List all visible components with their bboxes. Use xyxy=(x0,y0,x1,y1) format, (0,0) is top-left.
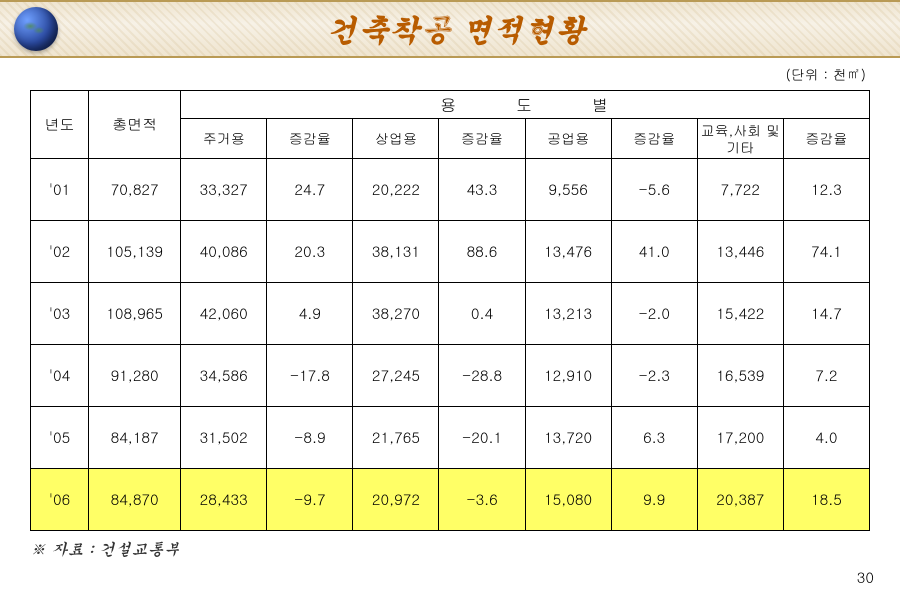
unit-label: (단위 : 천㎡) xyxy=(0,58,900,88)
cell-value: 20,387 xyxy=(697,469,783,531)
th-sub: 공업용 xyxy=(525,119,611,159)
cell-value: 12,910 xyxy=(525,345,611,407)
cell-value: 88.6 xyxy=(439,221,525,283)
th-total: 총면적 xyxy=(89,91,181,159)
cell-value: 7.2 xyxy=(783,345,869,407)
data-table: 년도 총면적 용도별 주거용 증감율 상업용 증감율 공업용 증감율 교육,사회… xyxy=(30,90,870,531)
cell-value: 13,720 xyxy=(525,407,611,469)
cell-value: -5.6 xyxy=(611,159,697,221)
cell-total: 105,139 xyxy=(89,221,181,283)
cell-value: -17.8 xyxy=(267,345,353,407)
cell-value: 17,200 xyxy=(697,407,783,469)
cell-value: 20.3 xyxy=(267,221,353,283)
cell-value: 18.5 xyxy=(783,469,869,531)
cell-value: 33,327 xyxy=(181,159,267,221)
th-sub: 증감율 xyxy=(267,119,353,159)
cell-year: '04 xyxy=(31,345,89,407)
cell-value: -9.7 xyxy=(267,469,353,531)
cell-value: 21,765 xyxy=(353,407,439,469)
cell-value: 27,245 xyxy=(353,345,439,407)
cell-year: '03 xyxy=(31,283,89,345)
table-row: '0584,18731,502-8.921,765-20.113,7206.31… xyxy=(31,407,870,469)
cell-value: 20,222 xyxy=(353,159,439,221)
th-sub: 상업용 xyxy=(353,119,439,159)
th-sub: 교육,사회 및 기타 xyxy=(697,119,783,159)
cell-value: -3.6 xyxy=(439,469,525,531)
cell-value: 13,446 xyxy=(697,221,783,283)
cell-value: 38,270 xyxy=(353,283,439,345)
cell-year: '06 xyxy=(31,469,89,531)
cell-value: 9,556 xyxy=(525,159,611,221)
table-row: '0170,82733,32724.720,22243.39,556-5.67,… xyxy=(31,159,870,221)
cell-year: '05 xyxy=(31,407,89,469)
cell-value: 41.0 xyxy=(611,221,697,283)
th-group: 용도별 xyxy=(181,91,870,119)
cell-total: 70,827 xyxy=(89,159,181,221)
footnote: ※ 자료 : 건설교통부 xyxy=(30,537,900,560)
cell-value: 43.3 xyxy=(439,159,525,221)
cell-value: 42,060 xyxy=(181,283,267,345)
cell-total: 84,870 xyxy=(89,469,181,531)
th-sub: 주거용 xyxy=(181,119,267,159)
table-row: '03108,96542,0604.938,2700.413,213-2.015… xyxy=(31,283,870,345)
title-band: 건축착공 면적현황 xyxy=(0,0,900,58)
cell-value: 6.3 xyxy=(611,407,697,469)
cell-value: 31,502 xyxy=(181,407,267,469)
table-row: '0684,87028,433-9.720,972-3.615,0809.920… xyxy=(31,469,870,531)
table-row: '0491,28034,586-17.827,245-28.812,910-2.… xyxy=(31,345,870,407)
cell-value: -28.8 xyxy=(439,345,525,407)
th-year: 년도 xyxy=(31,91,89,159)
cell-value: 4.0 xyxy=(783,407,869,469)
cell-value: 15,080 xyxy=(525,469,611,531)
cell-total: 84,187 xyxy=(89,407,181,469)
cell-value: 40,086 xyxy=(181,221,267,283)
cell-total: 91,280 xyxy=(89,345,181,407)
globe-icon xyxy=(14,7,58,51)
cell-value: 74.1 xyxy=(783,221,869,283)
table-row: '02105,13940,08620.338,13188.613,47641.0… xyxy=(31,221,870,283)
cell-value: -20.1 xyxy=(439,407,525,469)
cell-value: 16,539 xyxy=(697,345,783,407)
cell-value: 13,476 xyxy=(525,221,611,283)
cell-value: 28,433 xyxy=(181,469,267,531)
cell-value: 0.4 xyxy=(439,283,525,345)
cell-value: 13,213 xyxy=(525,283,611,345)
th-sub: 증감율 xyxy=(611,119,697,159)
th-sub: 증감율 xyxy=(783,119,869,159)
cell-value: 14.7 xyxy=(783,283,869,345)
cell-value: 20,972 xyxy=(353,469,439,531)
page-title: 건축착공 면적현황 xyxy=(58,8,900,50)
cell-value: 7,722 xyxy=(697,159,783,221)
cell-year: '01 xyxy=(31,159,89,221)
cell-value: 9.9 xyxy=(611,469,697,531)
cell-value: 12.3 xyxy=(783,159,869,221)
cell-year: '02 xyxy=(31,221,89,283)
cell-total: 108,965 xyxy=(89,283,181,345)
cell-value: 24.7 xyxy=(267,159,353,221)
cell-value: -8.9 xyxy=(267,407,353,469)
cell-value: 34,586 xyxy=(181,345,267,407)
cell-value: -2.3 xyxy=(611,345,697,407)
page-number: 30 xyxy=(857,567,874,588)
cell-value: 15,422 xyxy=(697,283,783,345)
cell-value: 4.9 xyxy=(267,283,353,345)
cell-value: 38,131 xyxy=(353,221,439,283)
cell-value: -2.0 xyxy=(611,283,697,345)
th-sub: 증감율 xyxy=(439,119,525,159)
